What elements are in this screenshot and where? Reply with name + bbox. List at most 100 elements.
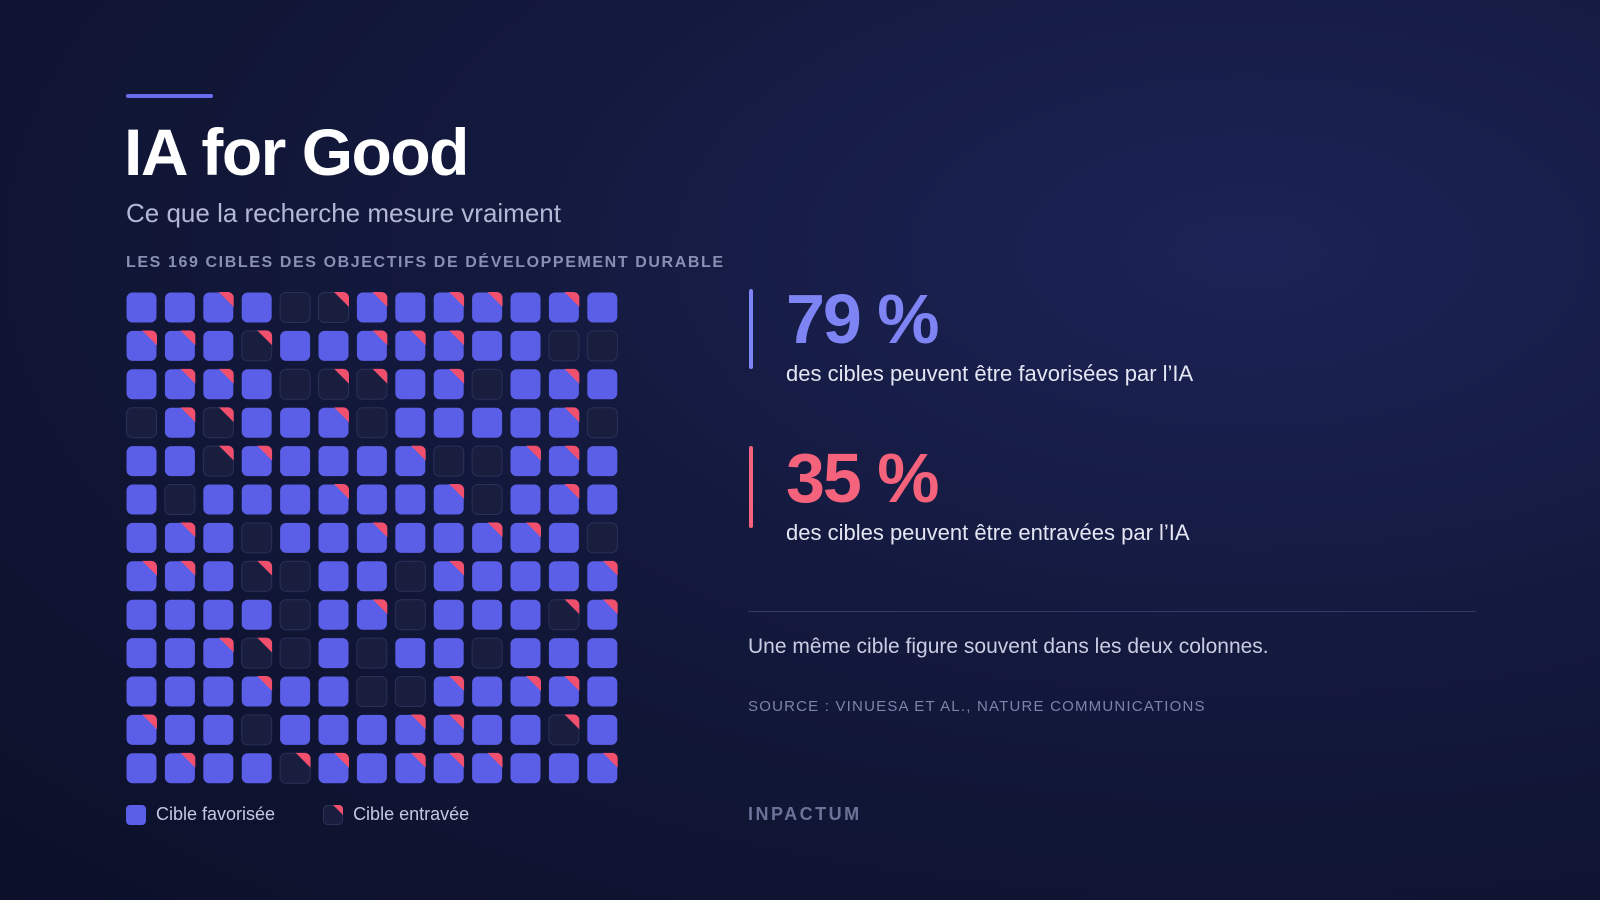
stat-favorable-description: des cibles peuvent être favorisées par l…	[786, 361, 1194, 386]
waffle-cell-favorable	[280, 330, 311, 361]
waffle-cell-favorable	[356, 714, 387, 745]
waffle-cell-favorable	[203, 561, 234, 592]
waffle-cell-favorable	[587, 369, 618, 400]
waffle-cell-hindered-marker	[180, 522, 196, 538]
waffle-cell-hindered-marker	[372, 368, 388, 384]
waffle-cell-both	[395, 330, 426, 361]
waffle-cell-favorable	[126, 599, 157, 630]
waffle-cell-none	[279, 637, 311, 669]
waffle-cell-hindered-marker	[602, 752, 618, 768]
waffle-cell-favorable	[395, 407, 426, 438]
waffle-cell-none	[548, 330, 580, 362]
waffle-cell-both	[164, 407, 196, 438]
waffle-cell-hindered	[548, 599, 580, 631]
waffle-cell-favorable	[203, 676, 234, 707]
waffle-cell-hindered-marker	[564, 676, 580, 691]
waffle-cell-favorable	[548, 638, 579, 669]
waffle-cell-both	[164, 752, 196, 784]
legend-label-favorable: Cible favorisée	[156, 804, 276, 824]
waffle-cell-favorable	[472, 561, 503, 592]
waffle-cell-hindered-marker	[449, 292, 465, 307]
waffle-cell-hindered-marker	[218, 445, 234, 461]
waffle-cell-hindered-marker	[257, 330, 273, 346]
waffle-cell-both	[548, 368, 580, 400]
waffle-cell-hindered-marker	[334, 484, 349, 499]
waffle-cell-hindered-marker	[372, 292, 388, 307]
waffle-cell-favorable	[318, 638, 349, 669]
waffle-cell-favorable	[548, 561, 579, 592]
waffle-cell-hindered-marker	[602, 560, 618, 576]
waffle-cell-favorable	[356, 484, 387, 515]
waffle-cell-favorable	[395, 369, 426, 400]
waffle-cell-hindered-marker	[449, 484, 465, 499]
waffle-cell-both	[356, 330, 388, 361]
waffle-cell-none	[471, 368, 503, 400]
chart-legend: Cible favorisée Cible entravée	[126, 804, 517, 825]
waffle-cell-both	[433, 560, 465, 592]
legend-item-favorable: Cible favorisée	[126, 804, 275, 825]
waffle-cell-favorable	[510, 599, 541, 630]
waffle-cell-favorable	[203, 484, 234, 515]
waffle-cell-favorable	[548, 753, 579, 784]
waffle-cell-favorable	[241, 369, 272, 400]
waffle-cell-hindered-marker	[449, 560, 465, 576]
waffle-cell-hindered-marker	[257, 445, 273, 461]
waffle-cell-hindered	[241, 560, 273, 592]
waffle-cell-both	[395, 752, 426, 784]
waffle-cell-favorable	[241, 407, 272, 438]
waffle-cell-both	[587, 599, 618, 630]
stat-favorable-bar	[749, 289, 753, 369]
waffle-cell-hindered-marker	[449, 714, 465, 730]
waffle-cell-favorable	[203, 714, 234, 745]
waffle-cell-favorable	[472, 330, 503, 361]
waffle-cell-favorable	[203, 522, 234, 553]
waffle-cell-favorable	[280, 522, 311, 553]
waffle-cell-favorable	[510, 369, 541, 400]
title-accent-bar	[126, 94, 213, 98]
waffle-cell-favorable	[548, 522, 579, 553]
waffle-cell-favorable	[280, 484, 311, 515]
waffle-cell-both	[433, 714, 465, 745]
waffle-cell-none	[471, 445, 503, 477]
waffle-cell-none	[241, 522, 273, 554]
waffle-cell-none	[356, 407, 388, 439]
waffle-cell-hindered-marker	[142, 330, 157, 346]
waffle-cell-both	[164, 560, 196, 592]
waffle-cell-favorable	[356, 561, 387, 592]
waffle-cell-both	[241, 445, 273, 477]
waffle-cell-favorable	[318, 599, 349, 630]
waffle-cell-both	[433, 330, 465, 361]
waffle-cell-hindered	[356, 368, 388, 400]
waffle-cell-hindered-marker	[487, 522, 503, 538]
waffle-cell-hindered-marker	[487, 752, 503, 768]
waffle-cell-both	[356, 599, 388, 630]
waffle-cell-hindered-marker	[602, 599, 618, 615]
waffle-cell-both	[472, 752, 503, 784]
waffle-cell-favorable	[510, 407, 541, 438]
waffle-cell-both	[318, 752, 349, 784]
waffle-cell-none	[586, 407, 618, 439]
waffle-cell-none	[586, 330, 618, 362]
waffle-cell-both	[356, 292, 388, 323]
stat-hindered-bar	[749, 446, 753, 528]
waffle-cell-favorable	[318, 676, 349, 707]
waffle-cell-hindered-marker	[257, 637, 273, 653]
waffle-cell-both	[164, 522, 196, 553]
waffle-cell-hindered-marker	[564, 407, 580, 423]
waffle-cell-hindered-marker	[526, 522, 541, 538]
waffle-cell-favorable	[318, 446, 349, 477]
waffle-cell-hindered	[241, 637, 273, 669]
waffle-cell-hindered-marker	[410, 445, 426, 461]
waffle-cell-favorable	[433, 522, 464, 553]
waffle-cell-favorable	[318, 714, 349, 745]
waffle-cell-none	[279, 368, 311, 400]
waffle-cell-favorable	[356, 753, 387, 784]
waffle-cell-favorable	[510, 484, 541, 515]
waffle-cell-favorable	[241, 753, 272, 784]
waffle-cell-both	[318, 407, 349, 438]
waffle-cell-hindered-marker	[180, 560, 196, 576]
waffle-cell-favorable	[510, 638, 541, 669]
waffle-cell-hindered	[279, 752, 311, 784]
waffle-cell-both	[472, 292, 503, 323]
waffle-cell-both	[433, 676, 465, 707]
